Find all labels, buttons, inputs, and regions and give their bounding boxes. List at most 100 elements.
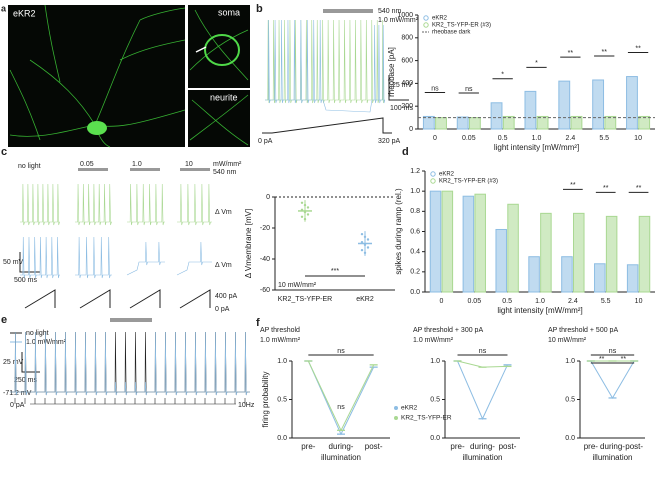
label: 25 mV [3, 359, 24, 366]
panel-label: f [256, 317, 260, 329]
y-tick-label: 0 [266, 194, 270, 201]
bar [638, 115, 651, 130]
bar [524, 90, 537, 130]
y-tick-label: 800 [401, 35, 413, 42]
y-tick-label: 0.0 [277, 435, 287, 442]
label: 540 nm [378, 8, 402, 15]
x-tick-label: 5.5 [599, 135, 609, 142]
bar [456, 116, 469, 130]
dot [306, 213, 310, 216]
label: soma [218, 7, 240, 17]
y-tick-label: 0.5 [565, 396, 575, 403]
trace [75, 183, 112, 226]
y-tick-label: 0.5 [430, 396, 440, 403]
label: 25 mV [392, 82, 413, 89]
legend-label: rheobase dark [432, 30, 471, 36]
y-tick-label: 0.5 [277, 396, 287, 403]
bar [558, 80, 571, 130]
dot [303, 210, 307, 214]
x-tick-label: 5.5 [601, 298, 611, 305]
y-tick-label: 1.0 [430, 358, 440, 365]
light-bar [110, 318, 152, 322]
label: eKR2 [13, 8, 36, 18]
legend-marker [423, 22, 429, 28]
sig-label: ns [609, 348, 617, 355]
legend-label: KR2_TS-YFP-ER (#3) [432, 23, 491, 29]
bar [441, 190, 454, 293]
condition-label: 10 mW/mm² [278, 282, 317, 289]
x-tick-label: KR2_TS-YFP-ER [278, 296, 332, 303]
bar [638, 215, 651, 293]
light-bars [78, 168, 210, 171]
series-line [457, 360, 508, 420]
x-axis-label: illumination [592, 453, 632, 462]
chart-title: AP threshold + 300 pA [413, 327, 483, 334]
bar [561, 256, 573, 293]
chart-title: AP threshold + 500 pA [548, 327, 618, 334]
y-tick-label: 0.0 [410, 289, 420, 296]
bar [604, 115, 617, 130]
legend-marker [430, 178, 436, 184]
scale-bar [19, 252, 40, 273]
x-axis-label: illumination [462, 453, 502, 462]
dot [300, 208, 304, 211]
sig-label: ** [621, 356, 627, 363]
sig-label: *** [331, 268, 339, 275]
soma-zoom [204, 34, 240, 66]
y-axis-label: Δ Vmembrane [mV] [244, 209, 253, 278]
legend-marker [394, 406, 398, 410]
label: no light [18, 163, 41, 170]
bar [429, 190, 442, 293]
bar [468, 117, 481, 130]
sig-label: ** [603, 185, 609, 192]
x-tick-label: during- [600, 442, 625, 451]
label: 0 pA [258, 138, 273, 145]
trace [176, 241, 212, 276]
chart-title: AP threshold [260, 327, 300, 334]
y-tick-label: 1.2 [410, 168, 420, 175]
sig-label: ** [601, 49, 607, 56]
sig-label: ** [599, 356, 605, 363]
dot [360, 240, 364, 244]
label: mW/mm² [213, 161, 242, 168]
stimulus [14, 398, 246, 405]
y-tick-label: 0.0 [430, 435, 440, 442]
label: 50 mV [3, 259, 24, 266]
bar [435, 117, 447, 130]
dot [366, 246, 370, 249]
legend-marker [394, 416, 398, 420]
label: 500 ms [14, 277, 37, 284]
neurites [9, 4, 249, 148]
x-tick-label: 0 [439, 298, 443, 305]
x-axis-label: light intensity [mW/mm²] [494, 143, 579, 152]
scale-bar [21, 352, 40, 373]
legend-label: eKR2 [432, 16, 448, 22]
sig-label: ** [570, 182, 576, 189]
x-tick-label: post- [365, 442, 383, 451]
x-tick-label: pre- [450, 442, 465, 451]
label: 540 nm [213, 169, 237, 176]
dot [300, 215, 304, 218]
sig-label: ns [337, 404, 345, 411]
x-tick-label: during- [329, 442, 354, 451]
sig-label: ns [337, 348, 345, 355]
x-tick-label: 0.05 [462, 135, 476, 142]
arrow [195, 46, 207, 53]
panel-label: a [1, 3, 7, 13]
x-tick-label: pre- [301, 442, 316, 451]
dot [306, 206, 310, 209]
label: 1.0 mW/mm² [26, 339, 67, 346]
sig-label: ns [465, 86, 473, 93]
label: 10 [185, 161, 193, 168]
label: neurite [210, 92, 238, 102]
bar [490, 102, 503, 130]
label: 0 pA [10, 402, 25, 409]
y-tick-label: 1.0 [565, 358, 575, 365]
y-tick-label: 1.0 [277, 358, 287, 365]
legend-marker [430, 171, 436, 177]
y-tick-label: 0 [409, 126, 413, 133]
sig-label: ** [636, 185, 642, 192]
dot [300, 201, 304, 204]
bar [626, 76, 638, 130]
trace [75, 236, 112, 279]
